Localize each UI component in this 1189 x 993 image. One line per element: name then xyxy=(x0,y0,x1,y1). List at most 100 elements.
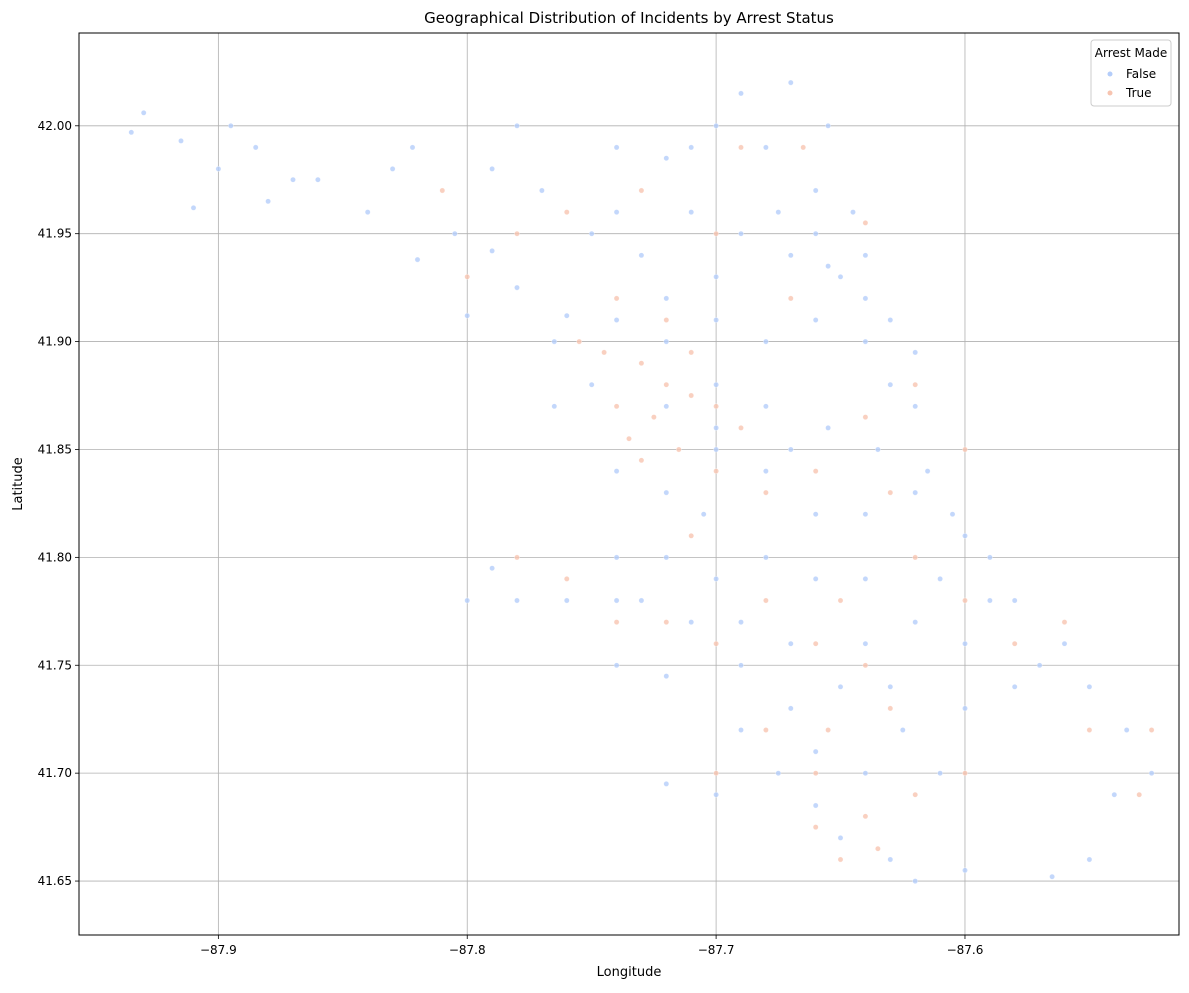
scatter-point xyxy=(738,727,744,733)
scatter-point xyxy=(887,856,894,863)
scatter-point xyxy=(1011,684,1018,690)
legend-box xyxy=(1090,39,1172,107)
scatter-point xyxy=(1086,684,1093,690)
scatter-point xyxy=(812,802,819,809)
scatter-point xyxy=(414,256,421,263)
scatter-point xyxy=(713,640,719,647)
scatter-point xyxy=(464,312,470,319)
scatter-point xyxy=(912,381,918,388)
scatter-point xyxy=(613,554,620,561)
scatter-point xyxy=(588,230,595,237)
plot-area-frame xyxy=(78,32,1180,936)
scatter-point xyxy=(688,349,694,356)
scatter-point xyxy=(763,468,769,474)
scatter-point xyxy=(452,230,458,237)
scatter-point xyxy=(962,533,968,539)
scatter-point xyxy=(564,209,570,215)
y-tick-label: 41.70 xyxy=(38,766,72,780)
scatter-point xyxy=(1086,727,1093,733)
scatter-point xyxy=(663,295,670,302)
scatter-point xyxy=(912,403,918,410)
y-tick-label: 41.75 xyxy=(38,658,72,672)
scatter-point xyxy=(1061,619,1068,625)
scatter-point xyxy=(862,414,869,420)
scatter-point xyxy=(551,403,558,410)
y-tick-label: 41.95 xyxy=(38,227,72,241)
scatter-point xyxy=(812,317,819,323)
scatter-point xyxy=(738,230,744,237)
scatter-point xyxy=(663,554,670,561)
scatter-point xyxy=(1111,791,1118,798)
scatter-point xyxy=(700,511,707,517)
scatter-point xyxy=(987,554,993,561)
scatter-point xyxy=(713,446,719,453)
x-axis-label: Longitude xyxy=(597,965,662,980)
y-axis-ticks: 41.65 41.70 41.75 41.80 41.85 41.90 41.95 42.00 xyxy=(38,119,79,888)
scatter-point xyxy=(663,381,670,388)
legend-marker-false xyxy=(1107,71,1113,77)
scatter-point xyxy=(228,123,234,129)
scatter-point xyxy=(788,295,794,302)
scatter-point xyxy=(912,489,918,496)
scatter-point xyxy=(825,727,831,733)
series-true xyxy=(439,144,1155,863)
scatter-point xyxy=(1011,640,1018,647)
scatter-point xyxy=(613,317,620,323)
scatter-point xyxy=(987,597,993,604)
scatter-point xyxy=(1086,856,1093,863)
series-false xyxy=(128,79,1155,884)
scatter-point xyxy=(862,252,869,259)
scatter-point xyxy=(900,727,906,733)
scatter-point xyxy=(837,597,844,604)
x-tick-label: −87.8 xyxy=(449,943,486,957)
scatter-point xyxy=(613,403,620,410)
x-tick-label: −87.6 xyxy=(947,943,984,957)
scatter-point xyxy=(812,576,819,582)
scatter-point xyxy=(912,349,918,356)
scatter-point xyxy=(290,176,296,183)
scatter-point xyxy=(676,446,682,453)
scatter-point xyxy=(837,684,844,690)
scatter-point xyxy=(875,845,881,852)
scatter-point xyxy=(1061,640,1068,647)
scatter-point xyxy=(713,468,719,474)
scatter-point xyxy=(875,446,881,453)
scatter-point xyxy=(837,274,844,280)
scatter-point xyxy=(713,576,719,582)
scatter-point xyxy=(713,230,719,237)
y-tick-label: 41.80 xyxy=(38,550,72,564)
scatter-point xyxy=(812,824,819,830)
scatter-point xyxy=(638,360,645,366)
scatter-point xyxy=(713,274,719,280)
scatter-point xyxy=(713,770,719,776)
scatter-point xyxy=(638,187,645,194)
scatter-point xyxy=(688,144,694,151)
scatter-point xyxy=(514,123,520,129)
scatter-point xyxy=(663,403,670,410)
scatter-point xyxy=(215,166,222,172)
scatter-point xyxy=(937,770,943,776)
scatter-point xyxy=(638,597,645,604)
scatter-point xyxy=(663,673,670,679)
scatter-point xyxy=(613,468,620,474)
scatter-point xyxy=(837,856,844,863)
scatter-point xyxy=(812,230,819,237)
scatter-point xyxy=(551,338,558,345)
scatter-point xyxy=(850,209,856,215)
scatter-point xyxy=(638,457,645,464)
scatter-point xyxy=(837,835,844,841)
scatter-point xyxy=(564,597,570,604)
scatter-point xyxy=(763,554,769,561)
legend-title: Arrest Made xyxy=(1095,46,1167,60)
scatter-point xyxy=(564,312,570,319)
scatter-point xyxy=(439,187,446,194)
scatter-point xyxy=(576,338,582,345)
scatter-point xyxy=(800,144,806,151)
scatter-point xyxy=(713,317,719,323)
scatter-point xyxy=(912,554,918,561)
scatter-point xyxy=(825,123,831,129)
scatter-point xyxy=(178,138,184,144)
scatter-point xyxy=(812,748,819,755)
scatter-point xyxy=(613,662,620,669)
scatter-point xyxy=(788,79,794,86)
